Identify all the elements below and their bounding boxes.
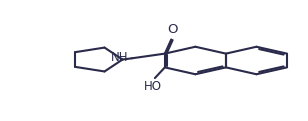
Text: NH: NH <box>111 51 129 64</box>
Text: O: O <box>168 23 178 36</box>
Text: HO: HO <box>144 80 162 93</box>
